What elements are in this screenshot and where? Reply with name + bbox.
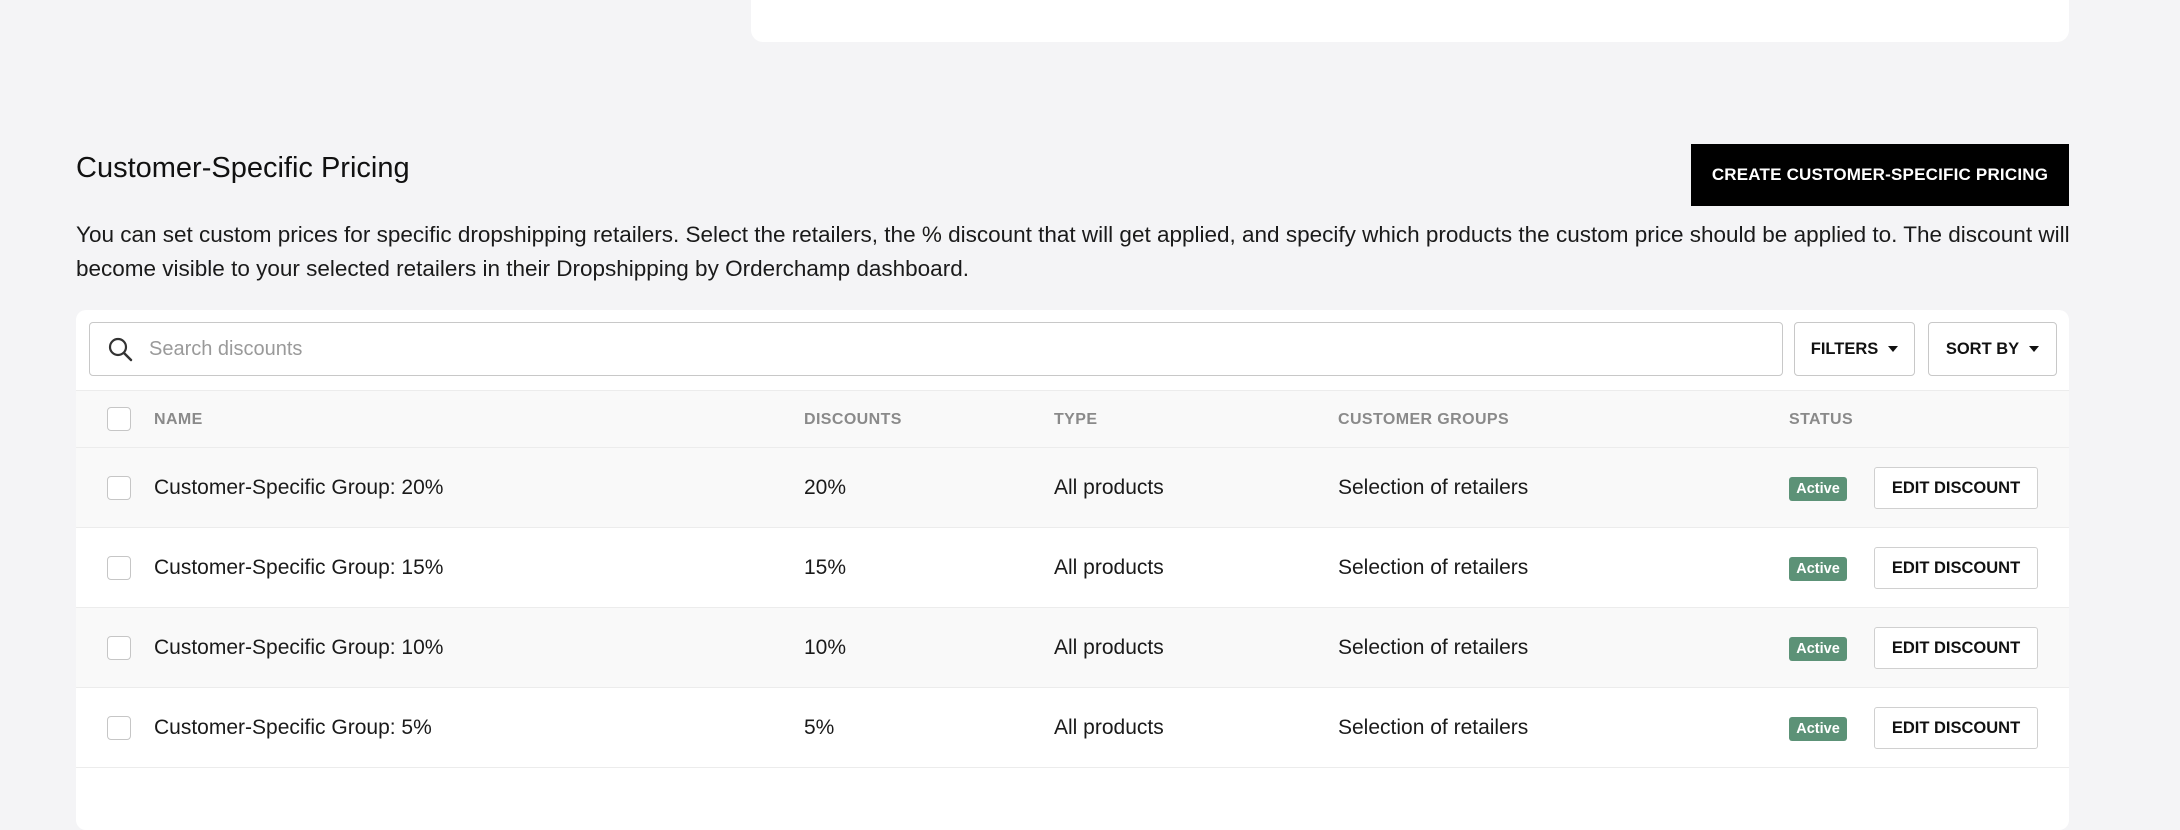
discount-type: All products [1054,716,1164,739]
status-badge: Active [1789,717,1847,741]
edit-discount-button[interactable]: EDIT DISCOUNT [1874,707,2038,749]
column-header-type[interactable]: TYPE [1054,411,1098,428]
discount-name[interactable]: Customer-Specific Group: 10% [154,636,444,659]
discount-value: 5% [804,716,835,739]
customer-groups: Selection of retailers [1338,716,1529,739]
discount-name[interactable]: Customer-Specific Group: 20% [154,476,444,499]
discount-name[interactable]: Customer-Specific Group: 15% [154,556,444,579]
search-input[interactable] [149,323,1782,375]
table-header: NAME DISCOUNTS TYPE CUSTOMER GROUPS STAT… [76,390,2069,448]
column-header-name[interactable]: NAME [154,411,203,428]
sort-by-label: SORT BY [1945,339,2020,358]
edit-discount-button[interactable]: EDIT DISCOUNT [1874,627,2038,669]
sort-by-button[interactable]: SORT BY [1928,322,2057,376]
section-title: Customer-Specific Pricing [76,152,410,184]
customer-groups: Selection of retailers [1338,556,1529,579]
row-checkbox[interactable] [107,476,131,500]
status-badge: Active [1789,477,1847,501]
edit-discount-button[interactable]: EDIT DISCOUNT [1874,547,2038,589]
table-toolbar: FILTERS SORT BY [76,310,2069,390]
customer-groups: Selection of retailers [1338,636,1529,659]
status-badge: Active [1789,637,1847,661]
discount-name[interactable]: Customer-Specific Group: 5% [154,716,432,739]
create-customer-pricing-button[interactable]: CREATE CUSTOMER-SPECIFIC PRICING [1691,144,2069,206]
table-row: Customer-Specific Group: 20% 20% All pro… [76,448,2069,528]
table-row: Customer-Specific Group: 5% 5% All produ… [76,688,2069,768]
column-header-customer-groups[interactable]: CUSTOMER GROUPS [1338,411,1510,428]
discount-value: 15% [804,556,847,579]
filters-button[interactable]: FILTERS [1794,322,1915,376]
select-all-checkbox[interactable] [107,407,131,431]
row-checkbox[interactable] [107,716,131,740]
filters-label: FILTERS [1810,339,1879,358]
table-row: Customer-Specific Group: 10% 10% All pro… [76,608,2069,688]
discount-type: All products [1054,556,1164,579]
discount-value: 10% [804,636,847,659]
row-checkbox[interactable] [107,556,131,580]
edit-discount-button[interactable]: EDIT DISCOUNT [1874,467,2038,509]
discounts-table-card: FILTERS SORT BY NAME DISCOUNTS TYPE CUST… [76,310,2069,830]
customer-groups: Selection of retailers [1338,476,1529,499]
caret-down-icon [1888,346,1899,352]
table-row: Customer-Specific Group: 15% 15% All pro… [76,528,2069,608]
previous-section-card [751,0,2069,42]
row-checkbox[interactable] [107,636,131,660]
discount-type: All products [1054,636,1164,659]
discount-value: 20% [804,476,847,499]
discount-type: All products [1054,476,1164,499]
column-header-status[interactable]: STATUS [1789,411,1854,428]
status-badge: Active [1789,557,1847,581]
search-box[interactable] [89,322,1783,376]
column-header-discounts[interactable]: DISCOUNTS [804,411,902,428]
section-description: You can set custom prices for specific d… [76,222,2070,281]
search-icon [108,337,133,362]
caret-down-icon [2029,346,2040,352]
